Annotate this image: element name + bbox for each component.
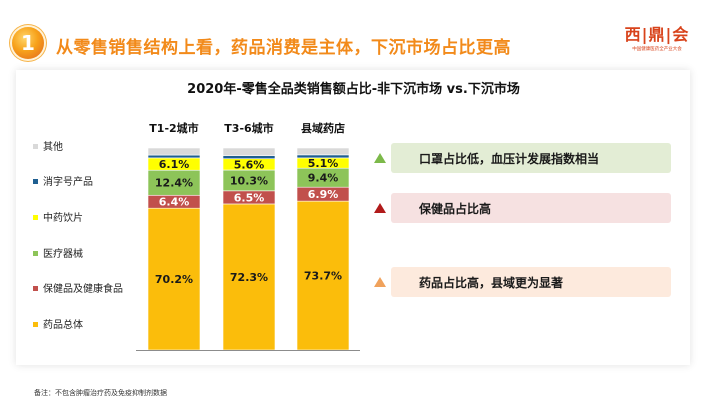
legend-label: 医疗器械 [43, 247, 83, 260]
bar-segment [296, 154, 350, 159]
legend-swatch [33, 322, 38, 327]
footnote: 备注：不包含肿瘤治疗药及免疫抑制剂数据 [34, 389, 167, 397]
slide-headline: 从零售销售结构上看，药品消费是主体，下沉市场占比更高 [56, 38, 511, 58]
bar-segment [147, 154, 201, 159]
logo-subtext: 中国健康医药全产业大会 [632, 47, 682, 52]
up-triangle-icon [374, 153, 386, 163]
legend-swatch [33, 144, 38, 149]
data-label: 72.3% [230, 271, 268, 284]
callout-text: 口罩占比低，血压计发展指数相当 [419, 152, 600, 166]
chart-title: 2020年-零售全品类销售额占比-非下沉市场 vs.下沉市场 [187, 82, 520, 97]
brand-logo: 西|鼎|会 中国健康医药全产业大会 [622, 26, 692, 56]
legend-label: 中药饮片 [43, 211, 83, 224]
slide-header: 1 从零售销售结构上看，药品消费是主体，下沉市场占比更高 西|鼎|会 中国健康医… [0, 0, 707, 62]
data-label: 73.7% [304, 270, 342, 283]
bar-segment [147, 147, 201, 156]
data-label: 6.9% [308, 188, 339, 201]
up-triangle-icon [374, 277, 386, 287]
data-label: 70.2% [155, 273, 193, 286]
data-label: 10.3% [230, 174, 268, 187]
legend-swatch [33, 251, 38, 256]
data-label: 6.5% [234, 191, 265, 204]
data-label: 9.4% [308, 172, 339, 185]
bar-segment [222, 155, 276, 160]
callout-box: 药品占比高，县域更为显著 [391, 267, 671, 297]
callout-text: 保健品占比高 [419, 202, 492, 216]
logo-text: 西|鼎|会 [624, 25, 690, 44]
up-triangle-icon [374, 203, 386, 213]
data-label: 5.6% [234, 158, 265, 171]
data-label: 12.4% [155, 177, 193, 190]
legend-label: 其他 [43, 140, 63, 153]
category-label: 县域药店 [301, 121, 345, 135]
data-label: 6.4% [159, 196, 190, 209]
bar-segment [147, 169, 201, 196]
legend-label: 消字号产品 [43, 175, 93, 188]
bar-segment [296, 200, 350, 351]
callout-box: 口罩占比低，血压计发展指数相当 [391, 143, 671, 173]
bar-segment [222, 147, 276, 156]
category-label: T1-2城市 [149, 121, 198, 135]
data-label: 5.1% [308, 157, 339, 170]
callout-text: 药品占比高，县域更为显著 [419, 276, 564, 290]
category-label: T3-6城市 [224, 121, 273, 135]
data-label: 6.1% [159, 158, 190, 171]
legend-swatch [33, 215, 38, 220]
callout-box: 保健品占比高 [391, 193, 671, 223]
legend-label: 保健品及健康食品 [43, 282, 123, 295]
badge-number: 1 [21, 31, 35, 55]
number-badge-icon: 1 [12, 27, 44, 59]
legend-label: 药品总体 [43, 318, 83, 331]
bar-segment [296, 147, 350, 156]
legend-swatch [33, 286, 38, 291]
legend-swatch [33, 179, 38, 184]
